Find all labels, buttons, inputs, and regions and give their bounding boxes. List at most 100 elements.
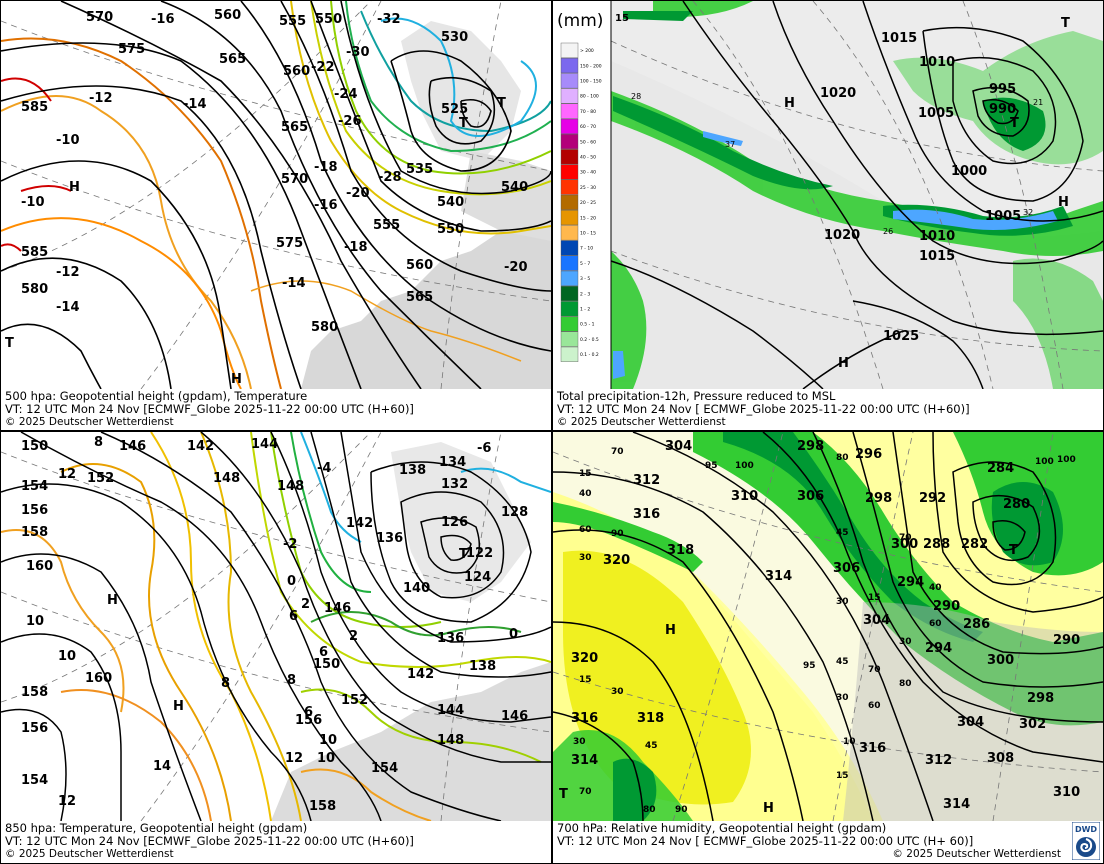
height-label-p700: 312 bbox=[925, 753, 952, 768]
humidity-label: 95 bbox=[803, 661, 816, 671]
legend-swatch bbox=[560, 331, 579, 347]
legend-swatch bbox=[560, 346, 579, 362]
height-label-p850: 156 bbox=[295, 713, 322, 728]
caption-copyright: © 2025 Deutscher Wetterdienst bbox=[5, 416, 174, 428]
height-label-p700: 318 bbox=[637, 711, 664, 726]
pressure-center-low: T bbox=[1061, 16, 1070, 31]
height-label-p500: 555 bbox=[373, 218, 400, 233]
caption-valid-time: VT: 12 UTC Mon 24 Nov [ECMWF_Globe 2025-… bbox=[5, 402, 414, 416]
legend-label: 150 - 200 bbox=[580, 63, 602, 69]
temperature-label-p500: -12 bbox=[89, 91, 113, 106]
legend-swatch bbox=[560, 118, 579, 134]
height-label-p700: 306 bbox=[833, 561, 860, 576]
legend-swatch bbox=[560, 149, 579, 165]
humidity-label: 30 bbox=[579, 553, 592, 563]
precip-value: 37 bbox=[725, 140, 735, 149]
humidity-label: 100 bbox=[1057, 455, 1076, 465]
height-label-p700: 310 bbox=[1053, 785, 1080, 800]
legend-swatch bbox=[560, 194, 579, 210]
pressure-center-high: H bbox=[107, 593, 118, 608]
caption-copyright: © 2025 Deutscher Wetterdienst bbox=[892, 848, 1061, 860]
isobar-label: 1020 bbox=[820, 86, 856, 101]
legend-swatch bbox=[560, 301, 579, 317]
temperature-label-p500: -20 bbox=[346, 186, 370, 201]
height-label-p700: 290 bbox=[1053, 633, 1080, 648]
land-mass bbox=[301, 201, 551, 389]
legend-swatch bbox=[560, 225, 579, 241]
temperature-label-p850: 6 bbox=[304, 705, 313, 720]
height-label-p700: 282 bbox=[961, 537, 988, 552]
temperature-label-p850: 10 bbox=[26, 614, 44, 629]
legend-label: 25 - 30 bbox=[580, 185, 596, 191]
temperature-label-p500: -16 bbox=[151, 12, 175, 27]
temperature-label-p850: 8 bbox=[221, 676, 230, 691]
pressure-center-low: T bbox=[497, 96, 506, 111]
pressure-center-high: H bbox=[69, 180, 80, 195]
pressure-center-high: H bbox=[173, 699, 184, 714]
caption-copyright: © 2025 Deutscher Wetterdienst bbox=[557, 416, 726, 428]
height-label-p500: 540 bbox=[501, 180, 528, 195]
legend-swatch bbox=[560, 73, 579, 89]
isobar-label: 1015 bbox=[919, 249, 955, 264]
height-label-p500: 575 bbox=[276, 236, 303, 251]
caption-copyright: © 2025 Deutscher Wetterdienst bbox=[5, 848, 174, 860]
temperature-label-p850: -6 bbox=[477, 441, 491, 456]
temperature-label-p500: -10 bbox=[56, 133, 80, 148]
precip-value: 28 bbox=[631, 92, 641, 101]
isobar-label: 1020 bbox=[824, 228, 860, 243]
legend-swatch bbox=[560, 88, 579, 104]
height-label-p500: 570 bbox=[86, 10, 113, 25]
temperature-label-p850: 12 bbox=[285, 751, 303, 766]
humidity-label: 15 bbox=[868, 593, 881, 603]
height-label-p700: 314 bbox=[943, 797, 970, 812]
temperature-label-p500: -32 bbox=[377, 12, 401, 27]
height-label-p700: 304 bbox=[665, 439, 692, 454]
height-label-p850: 160 bbox=[26, 559, 53, 574]
panel-850hpa: 150 146 142 144 154 152 156 148 148 158 … bbox=[1, 432, 551, 863]
caption-title: 850 hpa: Temperature, Geopotential heigh… bbox=[5, 821, 308, 835]
humidity-label: 70 bbox=[899, 533, 912, 543]
isobar-label: 995 bbox=[989, 82, 1016, 97]
temperature-label-p500: -10 bbox=[21, 195, 45, 210]
humidity-label: 45 bbox=[645, 741, 658, 751]
height-label-p850: 144 bbox=[251, 437, 278, 452]
legend-label: 20 - 25 bbox=[580, 200, 596, 206]
isobar-label: 1000 bbox=[951, 164, 987, 179]
temperature-label-p850: 2 bbox=[349, 629, 358, 644]
pressure-center-low: T bbox=[1010, 116, 1019, 131]
humidity-label: 30 bbox=[899, 637, 912, 647]
height-label-p500: 550 bbox=[315, 12, 342, 27]
legend-label: 1 - 2 bbox=[580, 307, 590, 313]
legend-swatch bbox=[560, 240, 579, 256]
legend-label: > 200 bbox=[580, 48, 594, 54]
height-label-p850: 134 bbox=[439, 455, 466, 470]
height-label-p700: 304 bbox=[863, 613, 890, 628]
temperature-label-p500: -14 bbox=[56, 300, 80, 315]
height-label-p500: 565 bbox=[281, 120, 308, 135]
height-label-p850: 124 bbox=[464, 570, 491, 585]
temperature-label-p500: -14 bbox=[282, 276, 306, 291]
height-label-p700: 298 bbox=[797, 439, 824, 454]
legend-label: 60 - 70 bbox=[580, 124, 596, 130]
height-label-p500: 580 bbox=[311, 320, 338, 335]
humidity-label: 70 bbox=[868, 665, 881, 675]
height-label-p700: 312 bbox=[633, 473, 660, 488]
caption-850hpa: 850 hpa: Temperature, Geopotential heigh… bbox=[1, 821, 551, 863]
legend-swatch bbox=[560, 209, 579, 226]
height-label-p700: 290 bbox=[933, 599, 960, 614]
isobar-label: 1015 bbox=[881, 31, 917, 46]
height-label-p700: 294 bbox=[925, 641, 952, 656]
legend-swatch bbox=[560, 179, 579, 195]
pressure-center-high: H bbox=[838, 356, 849, 371]
legend-swatch bbox=[560, 316, 579, 332]
temperature-label-p850: 10 bbox=[319, 733, 337, 748]
height-label-p850: 136 bbox=[437, 631, 464, 646]
legend-swatch bbox=[560, 42, 579, 58]
humidity-label: 30 bbox=[836, 693, 849, 703]
precip-value: 21 bbox=[1033, 98, 1043, 107]
height-label-p700: 280 bbox=[1003, 497, 1030, 512]
height-label-p500: 560 bbox=[406, 258, 433, 273]
land-mass bbox=[271, 662, 551, 821]
legend-swatch bbox=[560, 133, 579, 150]
height-label-p850: 156 bbox=[21, 503, 48, 518]
